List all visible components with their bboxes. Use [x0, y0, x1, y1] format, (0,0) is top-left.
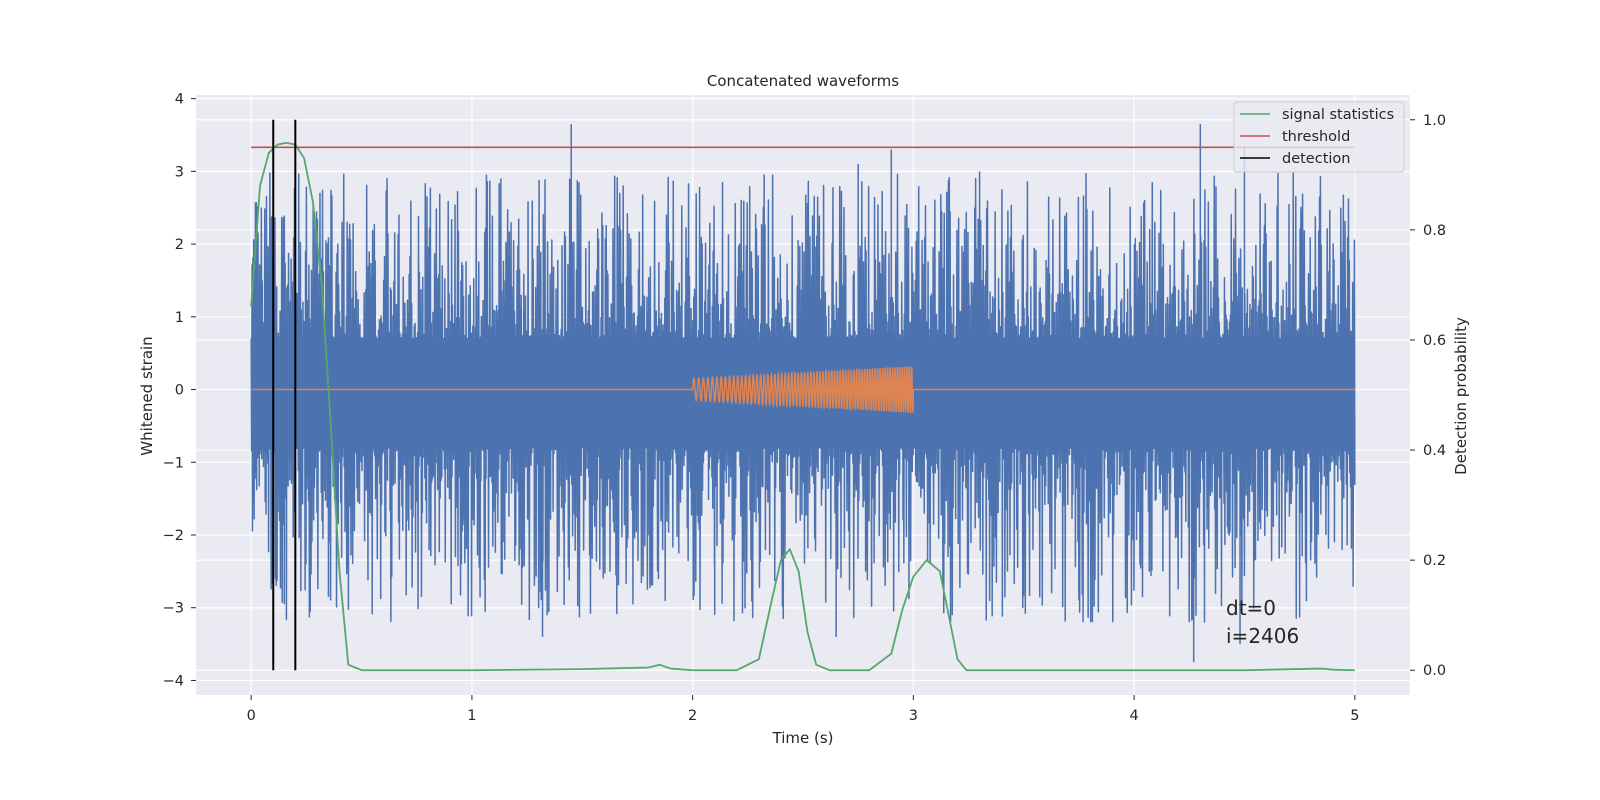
- x-axis-label: Time (s): [772, 729, 834, 747]
- y-tick-label: 3: [175, 164, 184, 180]
- y-tick-label: 0: [175, 383, 184, 399]
- y-tick-label: −4: [163, 673, 184, 689]
- y2-tick-label: 0.6: [1423, 333, 1446, 349]
- x-tick-label: 3: [909, 708, 918, 724]
- y2-axis-label: Detection probability: [1452, 317, 1470, 475]
- legend-label-threshold: threshold: [1282, 129, 1350, 145]
- legend-label-signal-statistics: signal statistics: [1282, 107, 1394, 123]
- y-tick-label: −2: [163, 528, 184, 544]
- y-tick-label: 1: [175, 310, 184, 326]
- annotation-index: i=2406: [1226, 624, 1299, 648]
- y2-tick-label: 1.0: [1423, 113, 1446, 129]
- x-tick-label: 2: [688, 708, 697, 724]
- x-tick-label: 4: [1129, 708, 1138, 724]
- chart-title: Concatenated waveforms: [707, 72, 899, 90]
- y-tick-label: −1: [163, 455, 184, 471]
- y-tick-label: 4: [175, 92, 184, 108]
- y-tick-label: 2: [175, 237, 184, 253]
- x-tick-label: 0: [247, 708, 256, 724]
- series-injection: [251, 365, 1355, 414]
- x-tick-label: 1: [467, 708, 476, 724]
- y2-tick-label: 0.4: [1423, 443, 1446, 459]
- annotation-dt: dt=0: [1226, 596, 1276, 620]
- y2-tick-label: 0.2: [1423, 553, 1446, 569]
- y-axis-label: Whitened strain: [138, 336, 156, 455]
- y2-tick-label: 0.8: [1423, 223, 1446, 239]
- series-signal-statistics: [250, 141, 1355, 672]
- legend: signal statistics threshold detection: [1233, 101, 1405, 173]
- y2-tick-label: 0.0: [1423, 663, 1446, 679]
- y-tick-label: −3: [163, 601, 184, 617]
- legend-label-detection: detection: [1282, 151, 1350, 167]
- legend-box: [1233, 101, 1405, 173]
- x-tick-label: 5: [1350, 708, 1359, 724]
